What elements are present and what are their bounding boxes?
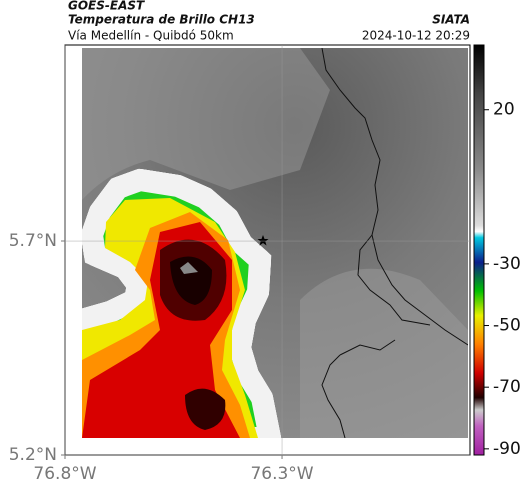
region: Vía Medellín - Quibdó 50km xyxy=(68,29,234,43)
x-tick-label: 76.3°W xyxy=(250,464,313,484)
borders xyxy=(321,48,468,438)
colorbar-tick-label: -70 xyxy=(493,377,521,397)
timestamp: 2024-10-12 20:29 xyxy=(362,29,470,43)
colorbar xyxy=(473,44,485,456)
agency: SIATA xyxy=(432,13,470,27)
colorbar-tick-label: -50 xyxy=(493,316,521,336)
y-tick-label: 5.7°N xyxy=(9,231,57,251)
colorbar-tick-label: -90 xyxy=(493,439,521,459)
imagery xyxy=(82,48,468,438)
y-tick-label: 5.2°N xyxy=(9,445,57,465)
colorbar-tick-label: -30 xyxy=(493,254,521,274)
x-tick-label: 76.8°W xyxy=(33,464,96,484)
product: Temperatura de Brillo CH13 xyxy=(68,13,255,27)
colorbar-tick-label: 20 xyxy=(493,100,515,120)
location-marker xyxy=(257,235,269,246)
source: GOES-EAST xyxy=(68,0,145,13)
